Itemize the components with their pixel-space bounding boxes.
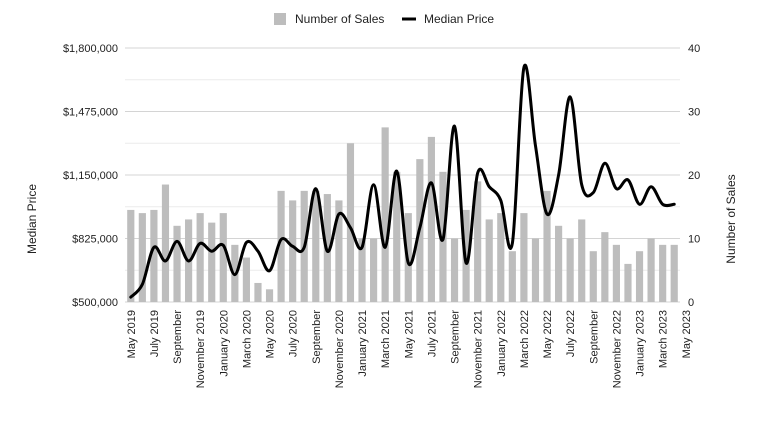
x-axis-tick-label: May 2023 bbox=[681, 310, 693, 358]
bar bbox=[497, 213, 505, 302]
right-axis-tick-label: 30 bbox=[688, 107, 700, 119]
right-axis-tick-label: 0 bbox=[688, 297, 694, 309]
x-axis-tick-label: September bbox=[311, 310, 323, 364]
x-axis-tick-label: November 2019 bbox=[195, 310, 207, 388]
x-axis-tick-label: January 2023 bbox=[635, 310, 647, 377]
bar bbox=[485, 219, 493, 302]
bar bbox=[358, 238, 366, 302]
bar bbox=[647, 238, 655, 302]
x-axis-tick-label: September bbox=[588, 310, 600, 364]
bar bbox=[370, 238, 378, 302]
median-price-line bbox=[129, 63, 676, 299]
bar bbox=[173, 225, 181, 302]
bar bbox=[312, 190, 320, 302]
x-axis-tick-label: January 2020 bbox=[218, 310, 230, 377]
x-axis-tick-labels: May 2019 July 2019 September November 2019 J… bbox=[126, 310, 693, 389]
bar bbox=[381, 127, 389, 302]
line-series-median-price bbox=[129, 63, 676, 299]
x-axis-tick-label: May 2022 bbox=[542, 310, 554, 358]
x-axis-tick-label: November 2020 bbox=[334, 310, 346, 388]
x-axis-tick-label: July 2022 bbox=[565, 310, 577, 357]
right-axis-ticks: 0 10 20 30 40 bbox=[688, 43, 700, 309]
left-axis-tick-label: $500,000 bbox=[72, 297, 118, 309]
x-axis-tick-label: January 2021 bbox=[357, 310, 369, 377]
bar bbox=[555, 225, 563, 302]
bar bbox=[670, 244, 678, 302]
left-axis-ticks: $500,000 $825,000 $1,150,000 $1,475,000 $1,8… bbox=[63, 43, 118, 309]
bar-series-number-of-sales bbox=[127, 127, 678, 302]
left-axis-tick-label: $825,000 bbox=[72, 234, 118, 246]
bar bbox=[508, 251, 516, 302]
right-axis-tick-label: 20 bbox=[688, 170, 700, 182]
bar bbox=[589, 251, 597, 302]
bar bbox=[635, 251, 644, 302]
x-axis-tick-label: November 2022 bbox=[611, 310, 623, 388]
bar bbox=[150, 209, 158, 302]
bar bbox=[335, 200, 343, 302]
bar bbox=[601, 232, 609, 302]
bar bbox=[543, 190, 551, 302]
bar bbox=[346, 143, 355, 302]
legend-swatch-number-of-sales bbox=[274, 13, 286, 25]
bar bbox=[289, 200, 297, 302]
x-axis-tick-label: May 2019 bbox=[126, 310, 138, 358]
x-axis-tick-label: May 2020 bbox=[265, 310, 277, 358]
x-axis-tick-label: May 2021 bbox=[403, 310, 415, 358]
bar bbox=[265, 289, 274, 302]
bar bbox=[138, 213, 146, 302]
gridlines bbox=[125, 47, 680, 303]
bar bbox=[277, 190, 285, 302]
bar bbox=[208, 222, 216, 302]
legend-label-number-of-sales: Number of Sales bbox=[295, 12, 384, 26]
x-axis-tick-label: March 2021 bbox=[380, 310, 392, 368]
bar bbox=[393, 171, 401, 302]
right-axis-title: Number of Sales bbox=[724, 174, 738, 263]
x-axis-tick-label: November 2021 bbox=[473, 310, 485, 388]
bar bbox=[578, 219, 586, 302]
bar bbox=[127, 209, 135, 302]
legend-label-median-price: Median Price bbox=[424, 12, 494, 26]
bar bbox=[427, 136, 435, 302]
right-axis-tick-label: 10 bbox=[688, 234, 700, 246]
left-axis-tick-label: $1,800,000 bbox=[63, 43, 118, 55]
x-axis-tick-label: March 2023 bbox=[658, 310, 670, 368]
bar bbox=[659, 244, 667, 302]
bar bbox=[531, 238, 540, 302]
x-axis-tick-label: July 2021 bbox=[426, 310, 438, 357]
bar bbox=[254, 282, 262, 302]
left-axis-title: Median Price bbox=[25, 184, 39, 254]
left-axis-tick-label: $1,475,000 bbox=[63, 107, 118, 119]
x-axis-tick-label: January 2022 bbox=[496, 310, 508, 377]
bar bbox=[450, 238, 459, 302]
bar bbox=[242, 257, 250, 302]
x-axis-tick-label: July 2020 bbox=[288, 310, 300, 357]
bar bbox=[219, 213, 227, 302]
x-axis-tick-label: July 2019 bbox=[149, 310, 161, 357]
x-axis-tick-label: September bbox=[450, 310, 462, 364]
bar bbox=[474, 181, 482, 302]
bar bbox=[624, 263, 632, 302]
x-axis-tick-label: March 2020 bbox=[241, 310, 253, 368]
legend: Number of Sales Median Price bbox=[274, 12, 494, 26]
right-axis-tick-label: 40 bbox=[688, 43, 700, 55]
bar bbox=[196, 213, 204, 302]
left-axis-tick-label: $1,150,000 bbox=[63, 170, 118, 182]
bar bbox=[612, 244, 620, 302]
bar bbox=[520, 213, 528, 302]
x-axis-tick-label: March 2022 bbox=[519, 310, 531, 368]
bar bbox=[161, 184, 170, 302]
bar bbox=[566, 238, 574, 302]
x-axis-tick-label: September bbox=[172, 310, 184, 364]
